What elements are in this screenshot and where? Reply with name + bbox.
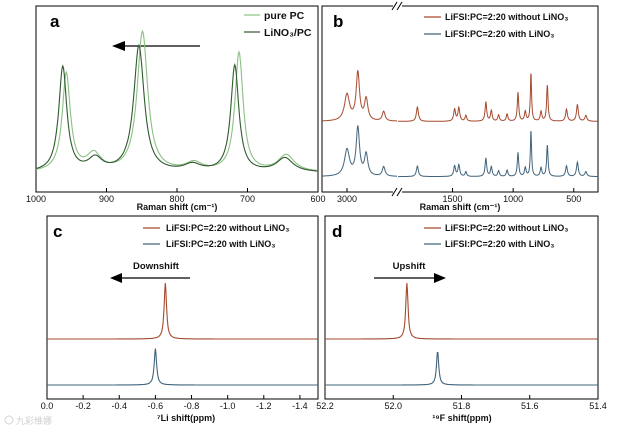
x-tick-label: 0.0 <box>41 401 54 411</box>
series-line-with-lino3-seg2 <box>398 131 598 178</box>
x-tick-label: 51.8 <box>453 401 471 411</box>
series-line-with-lino3-seg1 <box>321 125 397 177</box>
shift-arrow-c <box>110 273 190 283</box>
legend-label-b-with: LiFSI:PC=2:20 with LiNO₃ <box>445 29 554 39</box>
x-tick-label: 500 <box>566 194 581 204</box>
series-line-with-lino3 <box>325 352 598 386</box>
series-line-lino3-pc <box>35 43 318 172</box>
panel-b: b LiFSI:PC=2:20 without LiNO₃ LiFSI:PC=2… <box>321 1 599 212</box>
axis-break-top <box>391 1 403 11</box>
legend-label-c-without: LiFSI:PC=2:20 without LiNO₃ <box>166 223 289 233</box>
annotation-upshift: Upshift <box>393 261 427 272</box>
x-tick-label: -0.8 <box>184 401 200 411</box>
series-line-pure-pc <box>35 29 319 172</box>
panel-d-letter: d <box>332 222 342 241</box>
x-tick-label: -0.2 <box>75 401 91 411</box>
x-tick-label: 51.4 <box>589 401 607 411</box>
panel-d: d LiFSI:PC=2:20 without LiNO₃ LiFSI:PC=2… <box>316 215 607 423</box>
panel-a-x-axis: 1000 900 800 700 600 <box>26 188 326 204</box>
series-line-without-lino3-seg1 <box>321 70 397 122</box>
panel-a-series <box>35 29 319 172</box>
panel-b-frame <box>321 5 599 193</box>
watermark-icon <box>4 415 14 425</box>
legend-label-d-without: LiFSI:PC=2:20 without LiNO₃ <box>445 223 568 233</box>
panel-a-xlabel: Raman shift (cm⁻¹) <box>137 202 218 212</box>
legend-label-pure-pc: pure PC <box>264 10 305 22</box>
x-tick-label: 1500 <box>443 194 463 204</box>
panel-c-letter: c <box>53 222 62 241</box>
x-tick-label: -1.0 <box>220 401 236 411</box>
panel-b-xlabel: Raman shift (cm⁻¹) <box>420 202 501 212</box>
legend-label-b-without: LiFSI:PC=2:20 without LiNO₃ <box>445 12 568 22</box>
x-tick-label: 52.2 <box>316 401 334 411</box>
panel-c-x-axis: 0.0 -0.2 -0.4 -0.6 -0.8 -1.0 -1.2 -1.4 <box>41 395 308 411</box>
series-line-without-lino3-seg2 <box>398 73 598 122</box>
x-tick-label: 1000 <box>26 194 46 204</box>
x-tick-label: 900 <box>99 194 114 204</box>
panel-b-letter: b <box>333 12 343 31</box>
panel-a-letter: a <box>50 12 60 31</box>
shift-arrow-a <box>112 41 200 51</box>
panel-c: c LiFSI:PC=2:20 without LiNO₃ LiFSI:PC=2… <box>41 215 319 423</box>
x-tick-label: 3000 <box>337 194 357 204</box>
x-tick-label: -0.4 <box>112 401 128 411</box>
x-tick-label: 800 <box>169 194 184 204</box>
panel-d-xlabel: ¹⁹F shift(ppm) <box>432 413 491 423</box>
legend-label-c-with: LiFSI:PC=2:20 with LiNO₃ <box>166 239 275 249</box>
shift-arrow-d <box>374 273 446 283</box>
series-line-without-lino3 <box>47 282 318 340</box>
panel-a: a pure PC LiNO₃/PC 1000 900 800 700 600 Rama… <box>26 5 326 212</box>
x-tick-label: 600 <box>310 194 325 204</box>
panel-c-xlabel: ⁷Li shift(ppm) <box>157 413 215 423</box>
legend-label-d-with: LiFSI:PC=2:20 with LiNO₃ <box>445 239 554 249</box>
x-tick-label: 52.0 <box>384 401 402 411</box>
x-tick-label: -1.2 <box>256 401 272 411</box>
legend-label-lino3-pc: LiNO₃/PC <box>264 27 312 39</box>
x-tick-label: 51.6 <box>521 401 539 411</box>
panel-d-series <box>325 282 598 386</box>
x-tick-label: -1.4 <box>292 401 308 411</box>
series-line-with-lino3 <box>47 348 318 386</box>
watermark-text: 九彩维娜 <box>16 415 52 427</box>
annotation-downshift: Downshift <box>133 261 180 272</box>
axis-break-bottom <box>391 187 403 197</box>
panel-b-series <box>321 70 598 178</box>
x-tick-label: 700 <box>240 194 255 204</box>
panel-d-x-axis: 52.2 52.0 51.8 51.6 51.4 <box>316 395 607 411</box>
series-line-without-lino3 <box>325 282 598 340</box>
x-tick-label: -0.6 <box>148 401 164 411</box>
panel-c-series <box>47 282 318 386</box>
x-tick-label: 1000 <box>503 194 523 204</box>
panel-b-x-axis: 3000 1500 1000 500 <box>337 188 581 204</box>
watermark: 九彩维娜 <box>4 415 52 427</box>
panel-c-frame <box>46 215 319 400</box>
